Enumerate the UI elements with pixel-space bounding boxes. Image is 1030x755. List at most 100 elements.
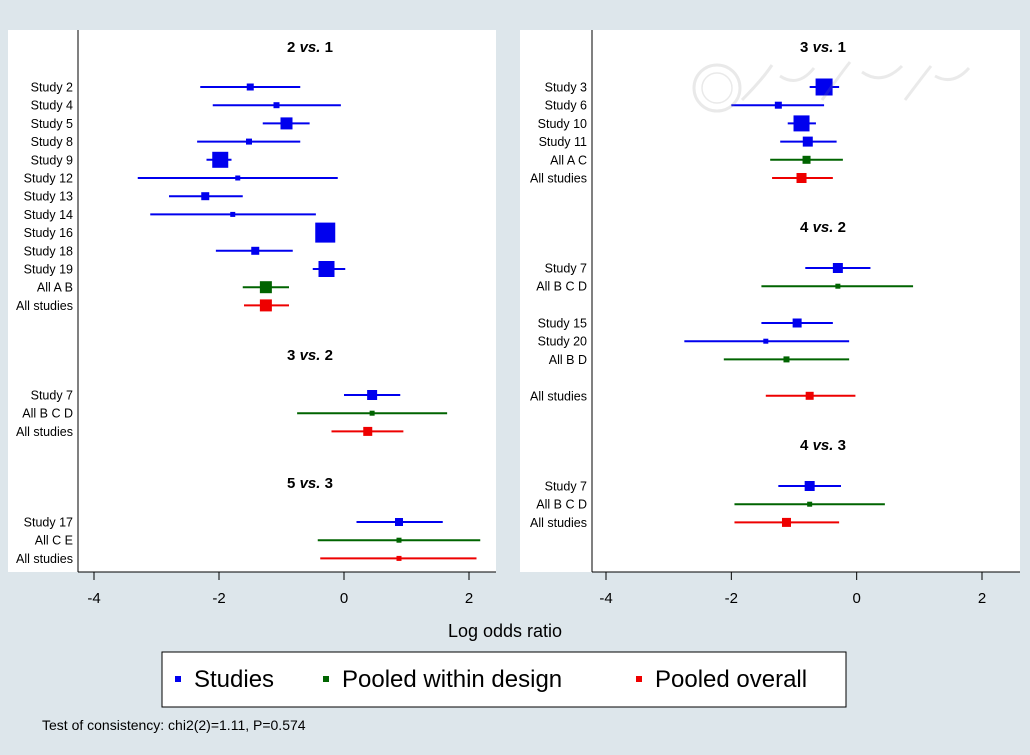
- row-label: Study 5: [31, 117, 73, 131]
- row-label: Study 4: [31, 99, 73, 113]
- row-label: All A C: [550, 153, 587, 167]
- point-estimate-marker: [369, 410, 375, 416]
- row-label: Study 19: [24, 263, 73, 277]
- title-vs: vs.: [813, 39, 834, 56]
- comparison-title: 2 vs. 1: [287, 39, 333, 56]
- point-estimate-marker: [396, 537, 402, 543]
- row-label: Study 16: [24, 226, 73, 240]
- row-label: All studies: [530, 516, 587, 530]
- row-label: Study 12: [24, 172, 73, 186]
- row-label: Study 14: [24, 208, 73, 222]
- point-estimate-marker: [230, 211, 236, 217]
- row-label: All studies: [530, 172, 587, 186]
- row-label: Study 2: [31, 81, 73, 95]
- x-tick-label: -2: [725, 590, 738, 607]
- point-estimate-marker: [235, 175, 241, 181]
- title-treatment-b: 1: [833, 39, 846, 56]
- point-estimate-marker: [835, 283, 841, 289]
- title-vs: vs.: [300, 475, 321, 492]
- point-estimate-marker: [246, 83, 254, 91]
- point-estimate-marker: [783, 356, 790, 363]
- title-vs: vs.: [813, 219, 834, 236]
- legend-marker: [175, 676, 181, 682]
- point-estimate-marker: [793, 115, 810, 132]
- title-vs: vs.: [300, 39, 321, 56]
- comparison-title: 3 vs. 1: [800, 39, 846, 56]
- row-label: Study 8: [31, 135, 73, 149]
- point-estimate-marker: [367, 390, 378, 400]
- point-estimate-marker: [763, 338, 769, 344]
- x-tick-label: -4: [599, 590, 612, 607]
- row-label: Study 17: [24, 516, 73, 530]
- point-estimate-marker: [805, 391, 814, 400]
- legend-marker: [636, 676, 642, 682]
- point-estimate-marker: [201, 192, 210, 201]
- point-estimate-marker: [804, 481, 815, 491]
- x-tick-label: 2: [465, 590, 473, 607]
- point-estimate-marker: [796, 173, 807, 183]
- x-tick-label: 0: [340, 590, 348, 607]
- point-estimate-marker: [212, 151, 229, 168]
- x-tick-label: -2: [212, 590, 225, 607]
- row-label: All C E: [35, 534, 73, 548]
- row-label: All studies: [16, 552, 73, 566]
- title-treatment-a: 2: [287, 39, 300, 56]
- point-estimate-marker: [273, 102, 280, 109]
- title-treatment-a: 4: [800, 219, 813, 236]
- row-label: Study 7: [545, 480, 587, 494]
- legend-marker: [323, 676, 329, 682]
- point-estimate-marker: [802, 136, 813, 147]
- title-treatment-b: 3: [833, 437, 846, 454]
- point-estimate-marker: [318, 261, 335, 277]
- legend: Studies Pooled within design Pooled overal…: [161, 651, 847, 708]
- point-estimate-marker: [259, 299, 272, 312]
- row-label: Study 20: [538, 335, 587, 349]
- point-estimate-marker: [396, 555, 402, 561]
- row-label: Study 18: [24, 244, 73, 258]
- title-vs: vs.: [813, 437, 834, 454]
- row-label: Study 7: [31, 389, 73, 403]
- title-treatment-a: 3: [287, 347, 300, 364]
- point-estimate-marker: [395, 518, 403, 526]
- left-panel: [8, 30, 496, 572]
- row-label: Study 3: [545, 81, 587, 95]
- right-panel-content: 3 vs. 1 Study 3 Study 6 Study 10 Study 11 All…: [530, 39, 914, 530]
- row-label: All B D: [549, 353, 587, 367]
- row-label: Study 7: [545, 262, 587, 276]
- legend-label: Pooled within design: [342, 666, 562, 693]
- consistency-test-note: Test of consistency: chi2(2)=1.11, P=0.5…: [42, 717, 306, 733]
- title-treatment-a: 4: [800, 437, 813, 454]
- comparison-title: 4 vs. 3: [800, 437, 846, 454]
- row-label: Study 10: [538, 117, 587, 131]
- row-label: Study 13: [24, 190, 73, 204]
- legend-box: [161, 651, 847, 708]
- legend-label: Pooled overall: [655, 666, 807, 693]
- comparison-title: 3 vs. 2: [287, 347, 333, 364]
- watermark-logo: [692, 61, 971, 113]
- point-estimate-marker: [246, 138, 252, 145]
- point-estimate-marker: [807, 501, 813, 507]
- row-label: Study 11: [539, 135, 587, 149]
- title-treatment-a: 3: [800, 39, 813, 56]
- point-estimate-marker: [251, 246, 260, 255]
- comparison-title: 5 vs. 3: [287, 475, 333, 492]
- title-vs: vs.: [300, 347, 321, 364]
- row-label: Study 15: [538, 317, 587, 331]
- title-treatment-b: 2: [320, 347, 333, 364]
- row-label: All studies: [16, 299, 73, 313]
- point-estimate-marker: [792, 318, 802, 328]
- point-estimate-marker: [315, 222, 336, 243]
- point-estimate-marker: [774, 101, 782, 109]
- row-label: All B C D: [536, 280, 587, 294]
- axes: -4 -2 0 2 -4 -2 0 2: [77, 30, 1020, 607]
- row-label: All B C D: [536, 498, 587, 512]
- point-estimate-marker: [832, 263, 843, 273]
- x-axis-label: Log odds ratio: [448, 621, 562, 641]
- point-estimate-marker: [259, 281, 272, 294]
- row-label: Study 6: [545, 99, 587, 113]
- title-treatment-b: 2: [833, 219, 846, 236]
- point-estimate-marker: [363, 426, 373, 436]
- legend-items: Studies Pooled within design Pooled overal…: [175, 666, 807, 693]
- point-estimate-marker: [781, 517, 791, 527]
